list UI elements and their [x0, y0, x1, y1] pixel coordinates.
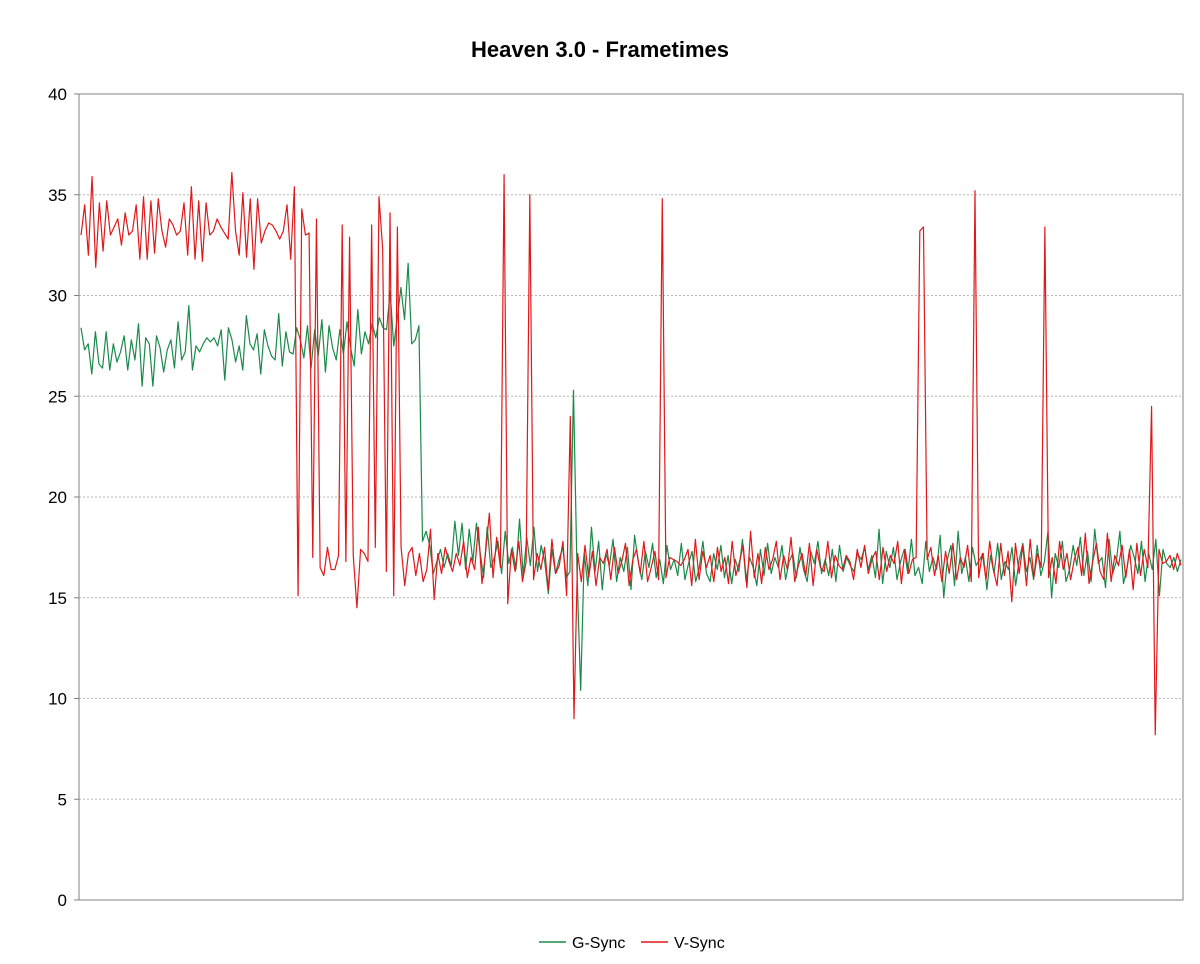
y-tick-label-20: 20: [48, 488, 67, 507]
y-tick-label-25: 25: [48, 387, 67, 406]
y-tick-label-0: 0: [58, 891, 67, 910]
legend-label-g-sync: G-Sync: [572, 935, 625, 952]
series-line-g-sync: [80, 262, 1182, 692]
y-tick-label-35: 35: [48, 186, 67, 205]
axes: 0 5 10 15 20 25 30 35 40: [48, 85, 1184, 910]
y-tick-label-5: 5: [58, 790, 67, 809]
grid-lines: [79, 93, 1183, 800]
y-tick-label-10: 10: [48, 690, 67, 709]
y-tick-label-40: 40: [48, 85, 67, 104]
series-line-v-sync: [80, 171, 1182, 736]
plot-area-border: [78, 93, 1184, 901]
y-tick-label-15: 15: [48, 589, 67, 608]
chart-title: Heaven 3.0 - Frametimes: [471, 37, 729, 62]
legend: G-Sync V-Sync: [539, 935, 725, 952]
series-lines: [80, 171, 1182, 736]
legend-label-v-sync: V-Sync: [674, 935, 725, 952]
y-tick-label-30: 30: [48, 287, 67, 306]
